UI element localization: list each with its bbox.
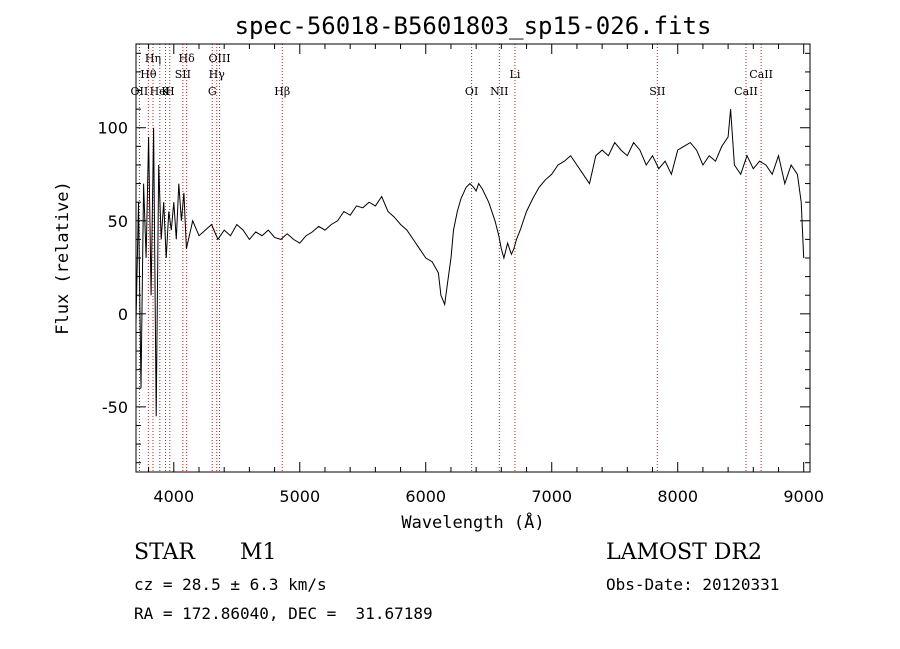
x-tick-label: 7000 xyxy=(531,487,572,506)
line-label: CaII xyxy=(734,85,758,98)
survey-label: LAMOST DR2 xyxy=(606,540,762,565)
line-label: H xyxy=(165,85,175,98)
coordinates-text: RA = 172.86040, DEC = 31.67189 xyxy=(134,604,433,623)
y-axis-label: Flux (relative) xyxy=(53,181,73,335)
line-label: NII xyxy=(490,85,508,98)
x-tick-label: 4000 xyxy=(153,487,194,506)
line-label: CaII xyxy=(749,68,773,81)
line-label: SII xyxy=(649,85,665,98)
y-tick-label: -50 xyxy=(102,398,128,417)
x-tick-label: 6000 xyxy=(405,487,446,506)
obs-date-text: Obs-Date: 20120331 xyxy=(606,575,780,594)
y-tick-label: 50 xyxy=(108,212,128,231)
object-subclass: M1 xyxy=(240,540,277,565)
plot-frame xyxy=(135,43,811,473)
line-label: Li xyxy=(510,68,521,81)
line-label: OI xyxy=(465,85,478,98)
line-label: Hη xyxy=(145,52,161,65)
y-tick-label: 100 xyxy=(97,119,128,138)
x-axis-label: Wavelength (Å) xyxy=(401,511,544,533)
y-tick-label: 0 xyxy=(118,305,128,324)
x-tick-label: 8000 xyxy=(657,487,698,506)
spectrum-line xyxy=(135,109,805,417)
line-label: G xyxy=(208,85,217,98)
chart-title: spec-56018-B5601803_sp15-026.fits xyxy=(235,12,712,40)
line-label: OIII xyxy=(208,52,230,65)
line-label: Hβ xyxy=(274,85,290,98)
line-label: HeI xyxy=(150,85,170,98)
redshift-text: cz = 28.5 ± 6.3 km/s xyxy=(134,575,327,594)
object-class: STAR xyxy=(134,540,195,565)
line-label: OII xyxy=(131,85,149,98)
line-label: Hγ xyxy=(209,68,226,81)
line-label: Hδ xyxy=(179,52,196,65)
line-label: Hθ xyxy=(140,68,157,81)
x-tick-label: 5000 xyxy=(279,487,320,506)
line-label: SII xyxy=(175,68,191,81)
x-tick-label: 9000 xyxy=(783,487,824,506)
line-label: K xyxy=(161,85,170,98)
